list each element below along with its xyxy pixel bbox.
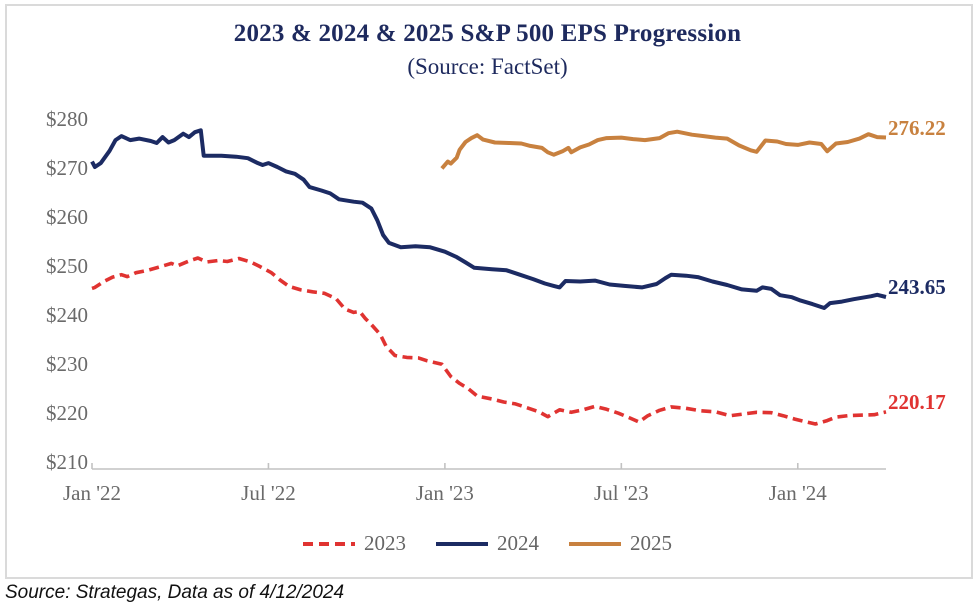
y-axis-label: $240 (46, 302, 88, 327)
legend-swatch-2025-solid-line (569, 541, 621, 546)
y-axis-label: $220 (46, 400, 88, 425)
y-axis-label: $250 (46, 253, 88, 278)
end-label-2024: 243.65 (888, 274, 946, 299)
legend-swatch-2024-solid-line (436, 541, 488, 546)
y-axis-label: $280 (46, 107, 88, 131)
legend-label-2025: 2025 (630, 531, 672, 555)
legend-label-2024: 2024 (497, 531, 539, 555)
source-note: Source: Strategas, Data as of 4/12/2024 (5, 582, 345, 603)
x-axis-label: Jan '24 (768, 481, 827, 505)
legend-item-2024: 2024 (436, 531, 539, 556)
x-axis-label: Jan '22 (62, 481, 122, 505)
legend-swatch-2023-dashed-line (303, 541, 355, 546)
chart-title: 2023 & 2024 & 2025 S&P 500 EPS Progressi… (233, 20, 742, 47)
y-axis-label: $230 (46, 351, 88, 376)
y-axis-label: $260 (46, 204, 88, 229)
y-axis-label: $270 (46, 155, 88, 180)
x-axis-label: Jul '22 (241, 481, 296, 505)
legend-item-2023: 2023 (303, 531, 406, 556)
chart-subtitle: (Source: FactSet) (407, 54, 568, 79)
legend-label-2023: 2023 (364, 531, 406, 555)
legend-item-2025: 2025 (569, 531, 672, 556)
y-axis-label: $210 (46, 449, 88, 474)
x-axis-label: Jul '23 (594, 481, 649, 505)
x-axis-label: Jan '23 (415, 481, 474, 505)
chart-legend: 2023 2024 2025 (0, 531, 975, 556)
end-label-2023: 220.17 (888, 389, 946, 414)
end-label-2025: 276.22 (888, 115, 946, 140)
